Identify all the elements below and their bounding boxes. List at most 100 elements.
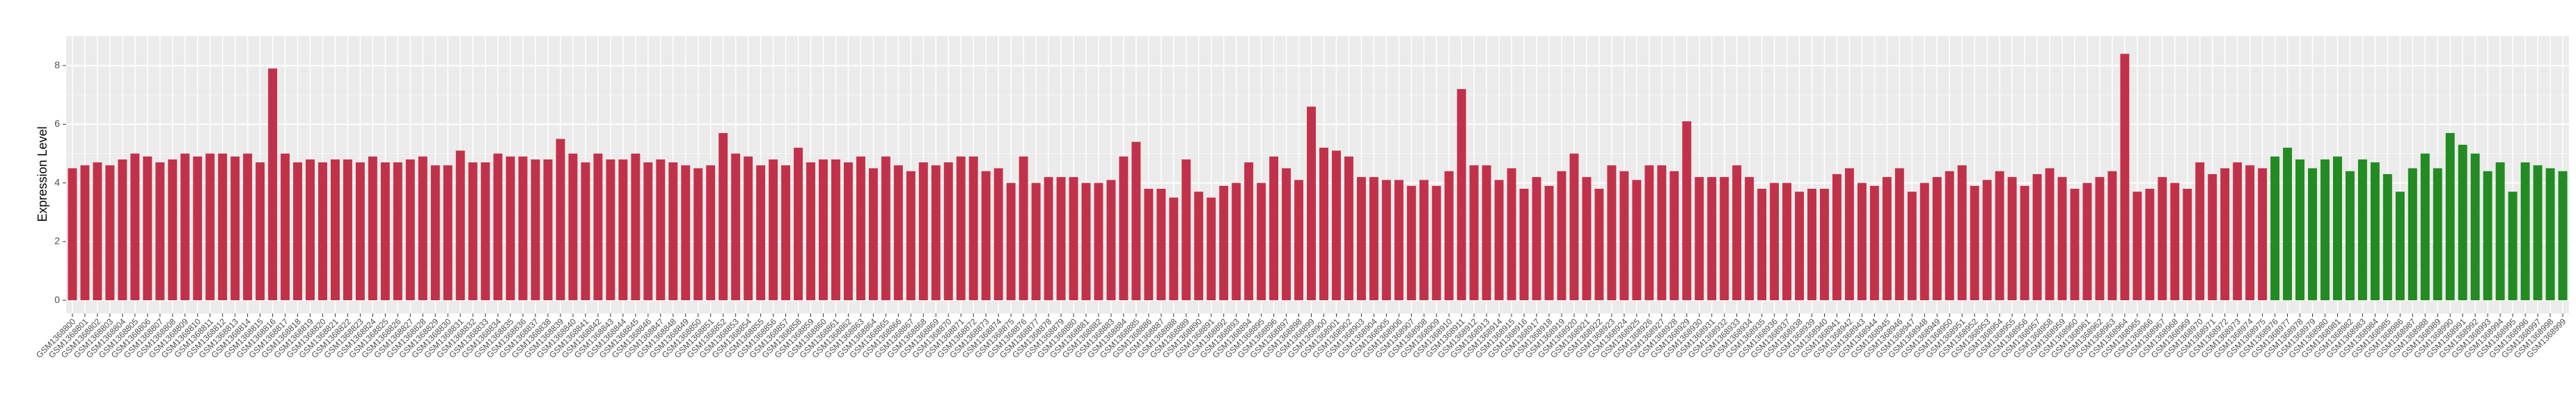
bar: [493, 153, 503, 301]
bar: [1519, 189, 1529, 301]
bar: [1156, 189, 1166, 301]
bar: [281, 153, 290, 301]
bar: [956, 156, 966, 301]
bar: [1757, 189, 1767, 301]
bar: [1232, 182, 1241, 301]
bar: [581, 162, 590, 301]
bar: [2233, 162, 2243, 301]
bar: [1319, 148, 1328, 301]
bar: [1081, 182, 1091, 301]
bar: [1094, 182, 1104, 301]
bar: [868, 168, 878, 301]
bar: [2495, 162, 2505, 301]
bar: [1144, 189, 1154, 301]
bar: [643, 162, 653, 301]
y-tick-label: 0: [54, 294, 60, 305]
bar: [1307, 107, 1316, 301]
bar: [2245, 165, 2255, 301]
bar: [393, 162, 402, 301]
bar: [1056, 177, 1066, 301]
bar: [1732, 165, 1742, 301]
bar: [1069, 177, 1078, 301]
bar: [1894, 168, 1904, 301]
bar: [118, 159, 127, 301]
bar: [1331, 150, 1341, 301]
bar: [794, 148, 803, 301]
bar: [218, 153, 228, 301]
bar: [943, 162, 953, 301]
bar: [1544, 185, 1554, 301]
bar: [1044, 177, 1053, 301]
bar: [1294, 180, 1304, 301]
bar: [744, 156, 753, 301]
bar: [2183, 189, 2192, 301]
bar: [1607, 165, 1617, 301]
bar: [455, 150, 465, 301]
bar: [1932, 177, 1942, 301]
bar: [1406, 185, 1416, 301]
bar: [2470, 153, 2480, 301]
bar: [2520, 162, 2530, 301]
bar: [405, 159, 415, 301]
bar: [1869, 185, 1879, 301]
bar: [93, 162, 102, 301]
bar: [355, 162, 365, 301]
bar: [256, 162, 265, 301]
bar: [706, 165, 716, 301]
bar: [2208, 173, 2217, 301]
bar: [2483, 171, 2492, 301]
bar: [2558, 171, 2568, 301]
bar: [105, 165, 115, 301]
bar: [593, 153, 603, 301]
bar: [806, 162, 815, 301]
bar: [1356, 177, 1366, 301]
bar: [1807, 189, 1816, 301]
bar: [1419, 180, 1429, 301]
y-tick-label: 6: [54, 118, 60, 129]
bar: [2433, 168, 2442, 301]
bar: [1594, 189, 1604, 301]
bar: [2458, 144, 2467, 301]
bar: [306, 159, 315, 301]
bar: [2158, 177, 2167, 301]
bar: [143, 156, 152, 301]
bar: [1745, 177, 1754, 301]
bar: [856, 156, 865, 301]
bar: [1657, 165, 1667, 301]
bar: [468, 162, 478, 301]
bar: [1682, 121, 1692, 301]
bar: [180, 153, 190, 301]
bar: [230, 156, 240, 301]
bar: [2320, 159, 2330, 301]
bar: [2258, 168, 2268, 301]
bar: [556, 139, 565, 301]
bar: [1695, 177, 1704, 301]
bar: [1006, 182, 1016, 301]
bar: [293, 162, 303, 301]
bar: [1381, 180, 1391, 301]
y-axis-label: Expression Level: [36, 126, 49, 222]
bar: [2283, 148, 2293, 301]
bar: [480, 162, 490, 301]
bar: [1257, 182, 1266, 301]
bar: [1507, 168, 1516, 301]
bar: [819, 159, 828, 301]
bar: [2408, 168, 2417, 301]
bar: [1957, 165, 1967, 301]
y-tick-label: 8: [54, 59, 60, 70]
bar: [656, 159, 666, 301]
bar: [2045, 168, 2055, 301]
bar: [731, 153, 741, 301]
bar: [2508, 192, 2518, 301]
bar: [2007, 177, 2017, 301]
bar: [1244, 162, 1254, 301]
bar: [843, 162, 853, 301]
bar: [2082, 182, 2092, 301]
bar: [668, 162, 678, 301]
bar: [1907, 192, 1917, 301]
bar: [2533, 165, 2543, 301]
bar: [1482, 165, 1491, 301]
bar: [1269, 156, 1279, 301]
bar: [906, 171, 916, 301]
